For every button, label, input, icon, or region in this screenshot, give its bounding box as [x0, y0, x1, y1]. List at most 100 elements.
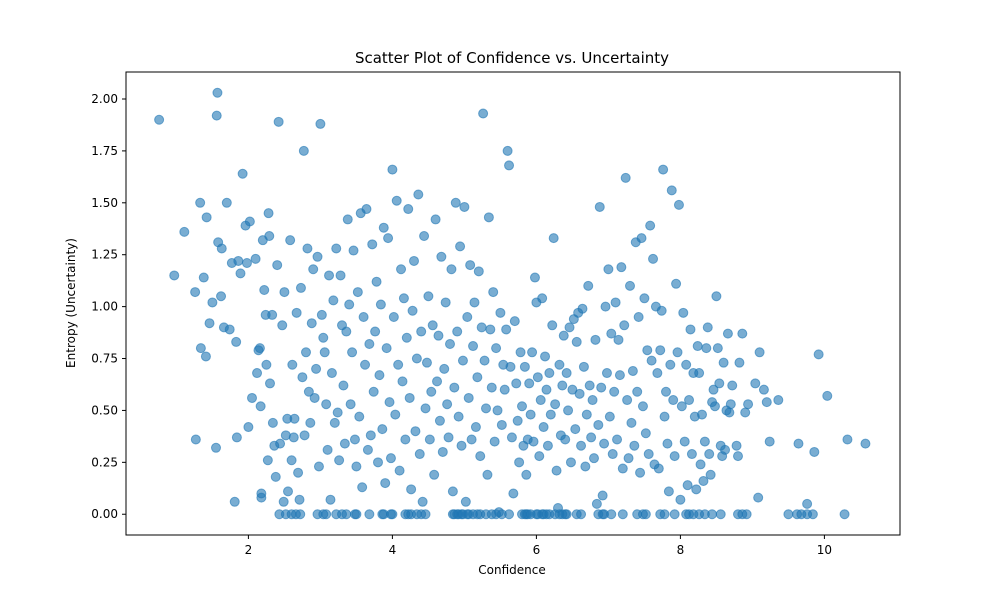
- data-point-287: [609, 386, 620, 397]
- data-point-19: [221, 197, 232, 208]
- data-point-45: [263, 208, 274, 219]
- data-point-174: [446, 264, 457, 275]
- data-point-77: [306, 318, 317, 329]
- data-point-163: [430, 214, 441, 225]
- data-point-298: [625, 280, 635, 291]
- data-point-57: [279, 287, 290, 298]
- data-point-321: [658, 164, 669, 175]
- data-point-282: [601, 368, 612, 379]
- data-point-20: [224, 324, 235, 335]
- x-axis: 2 4 6 8 10: [245, 535, 832, 557]
- data-point-130: [383, 233, 394, 244]
- data-point-191: [470, 422, 481, 433]
- data-point-80: [311, 363, 322, 374]
- data-point-195: [476, 322, 487, 333]
- data-point-468: [741, 509, 752, 520]
- data-point-247: [551, 465, 562, 476]
- data-point-17: [216, 243, 227, 254]
- data-point-86: [319, 347, 330, 358]
- data-point-22: [229, 496, 240, 507]
- data-point-330: [671, 278, 682, 289]
- data-point-127: [378, 222, 389, 233]
- data-point-124: [374, 370, 385, 381]
- data-point-352: [702, 322, 713, 333]
- data-point-83: [315, 118, 326, 129]
- data-point-402: [351, 509, 362, 520]
- data-point-96: [334, 455, 345, 466]
- data-point-317: [652, 368, 663, 379]
- data-point-181: [456, 440, 467, 451]
- data-point-278: [596, 382, 607, 393]
- data-point-389: [860, 438, 871, 449]
- data-point-291: [614, 370, 625, 381]
- data-point-156: [420, 403, 431, 414]
- data-point-429: [504, 509, 515, 520]
- data-point-123: [373, 457, 383, 468]
- data-point-104: [345, 399, 356, 410]
- data-point-266: [578, 361, 589, 372]
- data-point-105: [347, 347, 358, 358]
- data-point-166: [434, 415, 445, 426]
- data-point-8: [207, 297, 218, 308]
- y-tick-label-5: 1.25: [91, 248, 118, 262]
- data-point-283: [603, 264, 614, 275]
- data-point-26: [235, 268, 246, 279]
- data-point-370: [731, 440, 742, 451]
- data-point-381: [764, 436, 775, 447]
- data-point-234: [532, 372, 543, 383]
- data-point-194: [475, 451, 486, 462]
- data-point-378: [754, 347, 765, 358]
- data-point-75: [303, 386, 314, 397]
- data-point-323: [661, 386, 671, 397]
- data-point-265: [577, 303, 588, 314]
- data-point-285: [606, 328, 617, 339]
- y-tick-label-6: 1.50: [91, 196, 118, 210]
- data-point-226: [521, 469, 532, 480]
- data-point-221: [514, 457, 525, 468]
- data-point-139: [396, 264, 407, 275]
- data-point-334: [676, 401, 687, 412]
- data-point-254: [561, 368, 572, 379]
- data-point-91: [326, 368, 337, 379]
- data-point-328: [668, 395, 679, 406]
- data-point-313: [646, 355, 657, 366]
- y-tick-label-0: 0.00: [91, 507, 118, 521]
- data-point-356: [708, 384, 719, 395]
- data-point-44: [262, 455, 273, 466]
- data-point-148: [409, 255, 419, 266]
- data-point-455: [640, 509, 651, 520]
- data-point-88: [322, 444, 333, 455]
- data-point-253: [560, 434, 571, 445]
- data-point-100: [339, 438, 350, 449]
- data-point-188: [466, 434, 477, 445]
- data-point-112: [357, 482, 368, 493]
- data-point-267: [580, 461, 591, 472]
- data-point-403: [364, 509, 375, 520]
- data-point-373: [737, 328, 748, 339]
- data-point-192: [472, 372, 483, 383]
- data-point-31: [244, 216, 255, 227]
- data-point-289: [612, 434, 623, 445]
- data-point-296: [622, 395, 633, 406]
- data-point-204: [489, 436, 500, 447]
- data-point-295: [620, 172, 631, 183]
- data-point-199: [482, 469, 493, 480]
- data-point-307: [637, 401, 648, 412]
- data-point-229: [525, 409, 536, 420]
- data-point-260: [570, 424, 581, 435]
- data-point-464: [707, 509, 718, 520]
- data-point-336: [679, 436, 690, 447]
- data-point-225: [519, 361, 530, 372]
- data-point-131: [384, 397, 395, 408]
- data-point-219: [511, 378, 522, 389]
- data-point-465: [715, 509, 726, 520]
- data-point-37: [255, 401, 266, 412]
- data-point-407: [387, 509, 398, 520]
- data-point-304: [633, 312, 644, 322]
- data-point-25: [233, 255, 244, 266]
- data-point-288: [610, 297, 621, 308]
- data-point-138: [394, 465, 405, 476]
- data-point-312: [645, 220, 656, 231]
- data-point-117: [364, 338, 375, 349]
